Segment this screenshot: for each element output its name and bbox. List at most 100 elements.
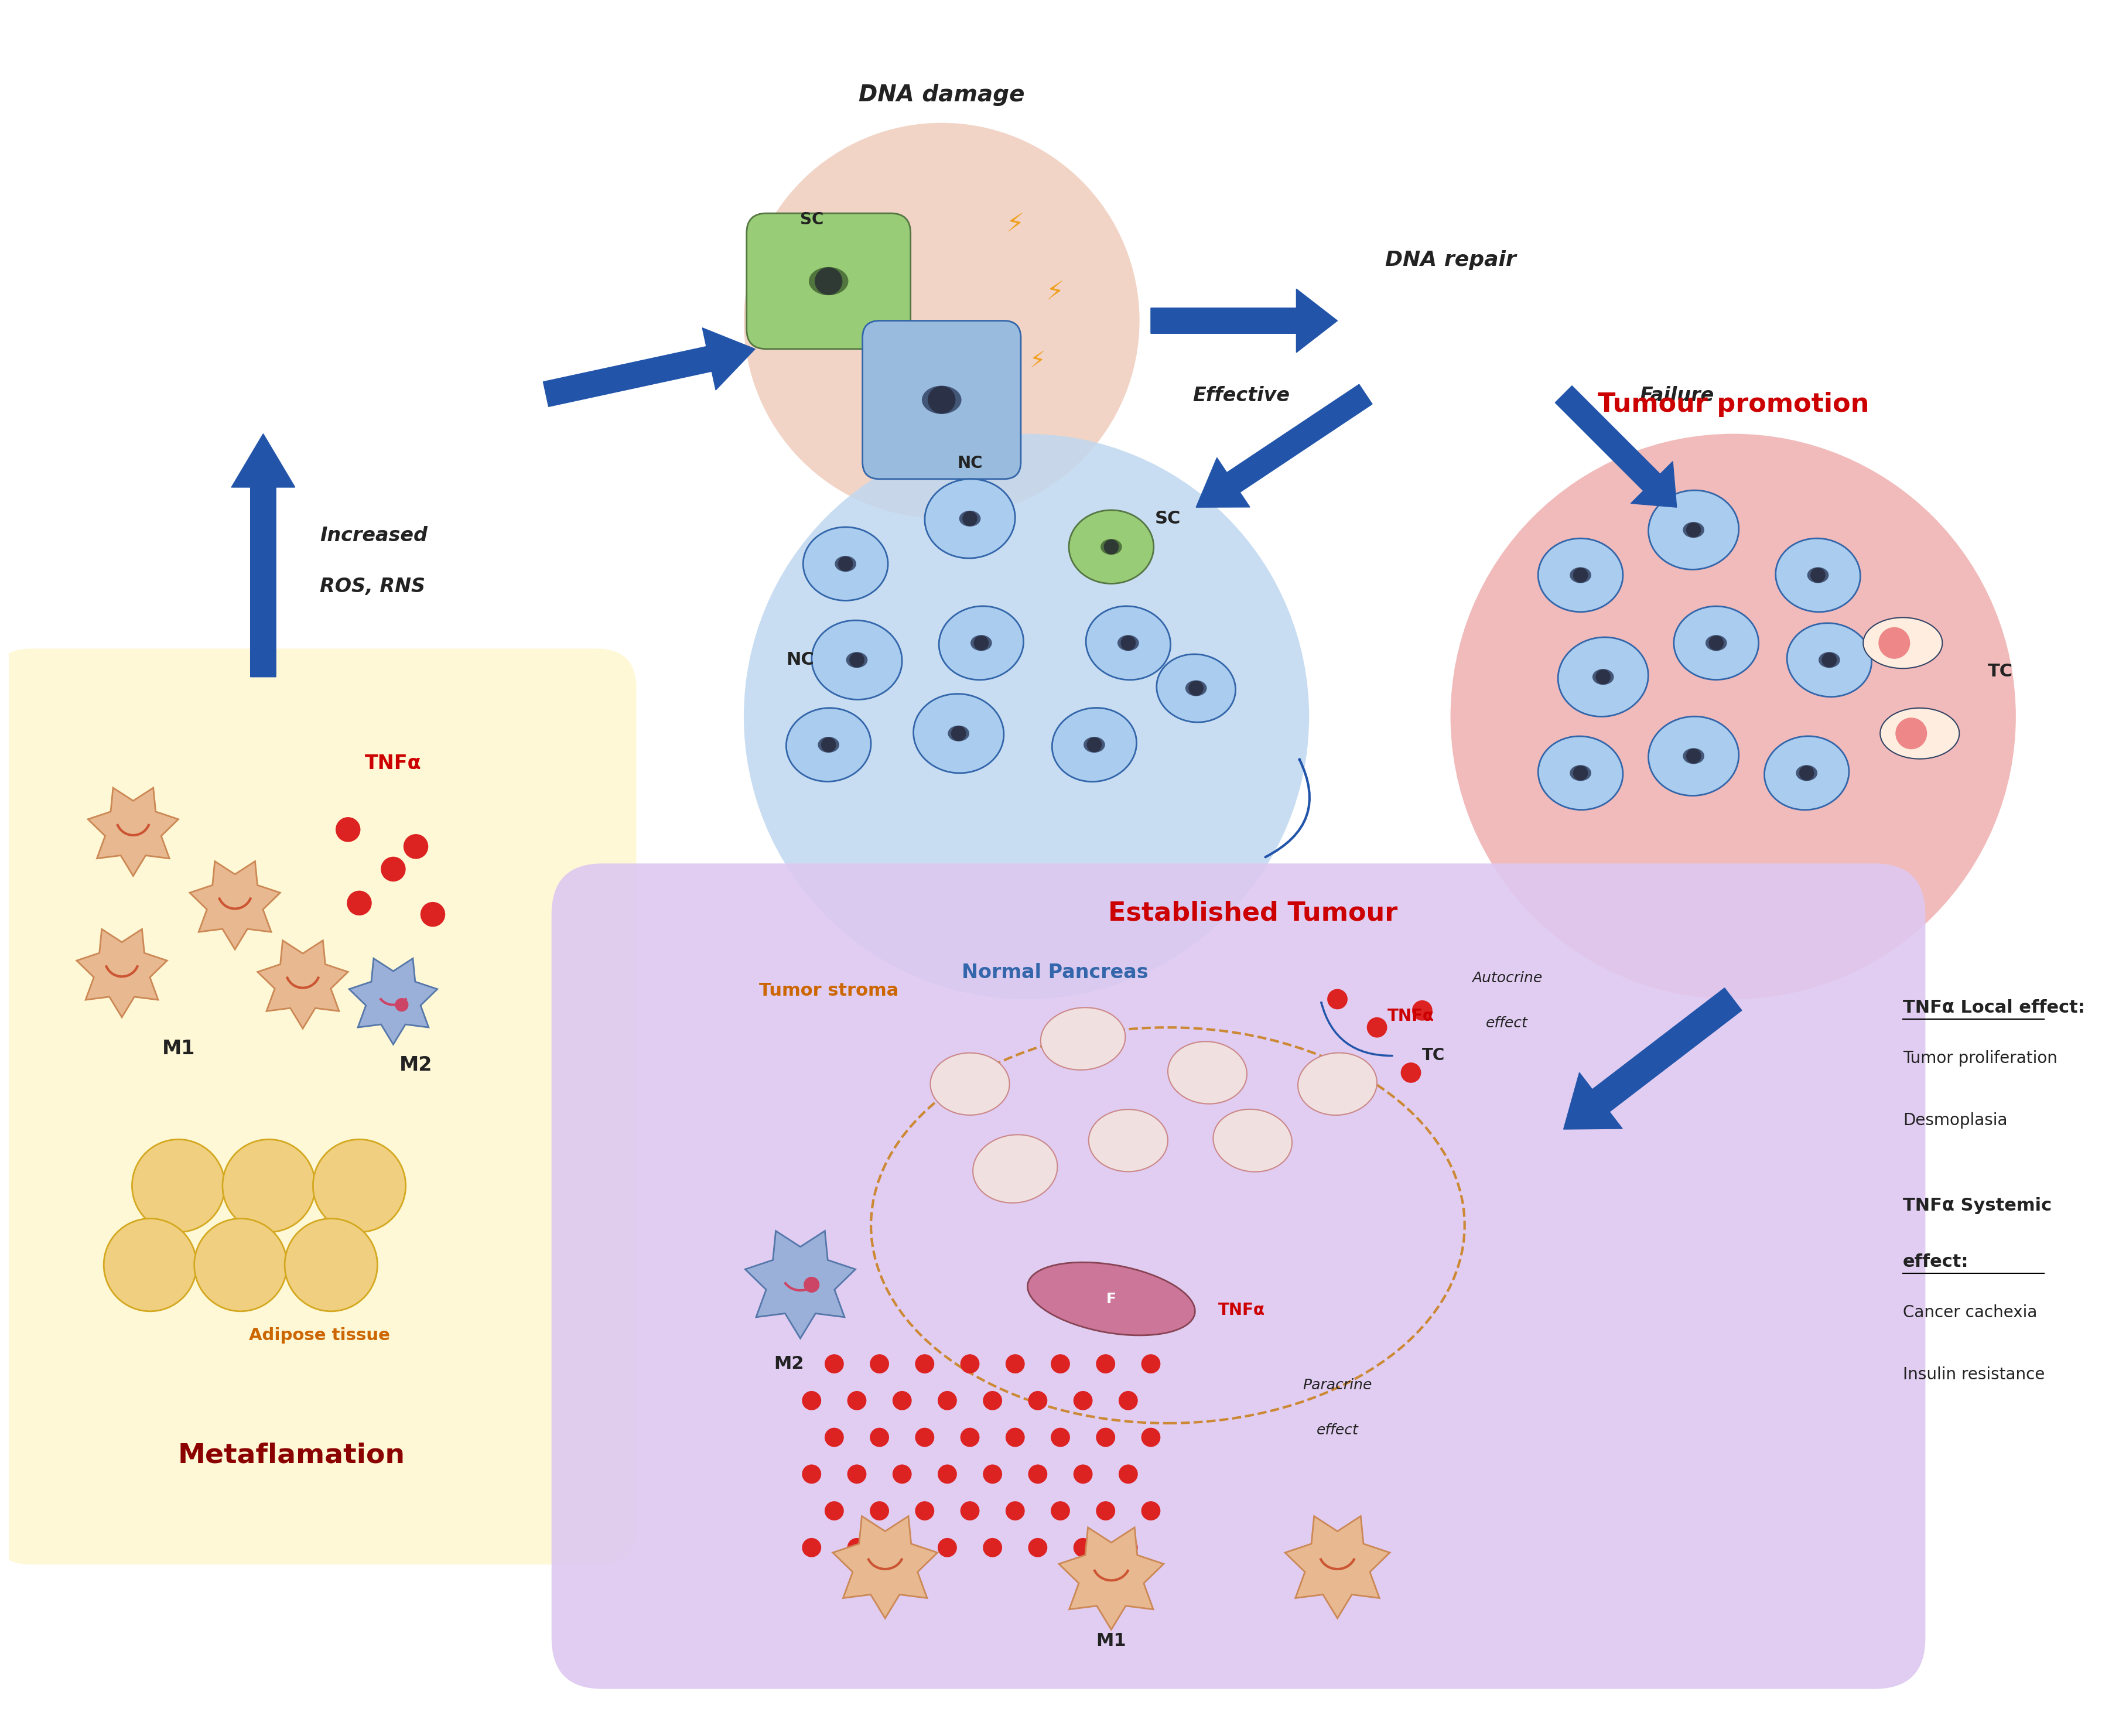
Ellipse shape	[1538, 736, 1623, 809]
FancyBboxPatch shape	[551, 863, 1926, 1689]
Circle shape	[928, 385, 956, 413]
FancyBboxPatch shape	[746, 214, 911, 349]
Circle shape	[1051, 1502, 1070, 1521]
Text: effect: effect	[1316, 1424, 1358, 1437]
Polygon shape	[191, 861, 280, 950]
Circle shape	[394, 998, 409, 1012]
Circle shape	[1894, 717, 1926, 750]
FancyBboxPatch shape	[862, 321, 1021, 479]
Circle shape	[939, 1538, 958, 1557]
Circle shape	[1189, 681, 1204, 696]
Ellipse shape	[1085, 606, 1170, 681]
Text: Tumor proliferation: Tumor proliferation	[1903, 1050, 2058, 1066]
Circle shape	[1687, 523, 1702, 538]
FancyArrow shape	[1151, 288, 1337, 352]
Circle shape	[824, 1502, 843, 1521]
Polygon shape	[1060, 1528, 1163, 1630]
Circle shape	[1687, 748, 1702, 764]
Polygon shape	[350, 958, 437, 1045]
Circle shape	[348, 891, 371, 915]
Ellipse shape	[1765, 736, 1850, 811]
Circle shape	[848, 1538, 867, 1557]
Circle shape	[1142, 1502, 1161, 1521]
Polygon shape	[746, 1231, 856, 1338]
Ellipse shape	[922, 385, 962, 413]
Circle shape	[801, 1538, 822, 1557]
Text: M2: M2	[773, 1356, 803, 1373]
Polygon shape	[833, 1516, 937, 1618]
Ellipse shape	[1028, 1262, 1195, 1335]
Ellipse shape	[1557, 637, 1649, 717]
Circle shape	[381, 856, 405, 882]
Circle shape	[951, 726, 966, 741]
Circle shape	[869, 1502, 890, 1521]
Text: Metaflamation: Metaflamation	[178, 1443, 405, 1469]
Circle shape	[814, 267, 843, 295]
Polygon shape	[89, 788, 178, 877]
Text: F: F	[1106, 1292, 1117, 1305]
Ellipse shape	[1185, 681, 1208, 696]
Ellipse shape	[1786, 623, 1871, 696]
Circle shape	[848, 1391, 867, 1410]
Circle shape	[131, 1139, 225, 1233]
Ellipse shape	[786, 708, 871, 781]
Circle shape	[1028, 1391, 1047, 1410]
Circle shape	[284, 1219, 377, 1311]
Polygon shape	[1284, 1516, 1390, 1618]
Circle shape	[1028, 1538, 1047, 1557]
Circle shape	[820, 738, 837, 752]
Ellipse shape	[947, 726, 968, 741]
Text: TC: TC	[1422, 1047, 1445, 1064]
Ellipse shape	[803, 528, 888, 601]
Circle shape	[869, 1427, 890, 1446]
Text: Established Tumour: Established Tumour	[1108, 901, 1396, 925]
Circle shape	[1121, 635, 1136, 651]
Circle shape	[195, 1219, 286, 1311]
Circle shape	[104, 1219, 197, 1311]
Circle shape	[222, 1139, 316, 1233]
Ellipse shape	[924, 479, 1015, 559]
Circle shape	[1572, 766, 1587, 781]
Circle shape	[1028, 1465, 1047, 1484]
Ellipse shape	[1591, 668, 1615, 684]
Circle shape	[1119, 1538, 1138, 1557]
Ellipse shape	[1649, 717, 1740, 795]
Circle shape	[939, 1465, 958, 1484]
Ellipse shape	[1880, 708, 1960, 759]
Text: M1: M1	[161, 1038, 195, 1057]
Ellipse shape	[809, 267, 848, 295]
Circle shape	[1119, 1465, 1138, 1484]
Circle shape	[314, 1139, 405, 1233]
Circle shape	[1007, 1502, 1026, 1521]
Circle shape	[1096, 1427, 1115, 1446]
Ellipse shape	[1808, 568, 1829, 583]
Circle shape	[983, 1538, 1002, 1557]
FancyArrow shape	[1564, 988, 1742, 1128]
Ellipse shape	[835, 556, 856, 571]
Text: TNFα Local effect:: TNFα Local effect:	[1903, 1000, 2085, 1016]
Text: Paracrine: Paracrine	[1303, 1378, 1373, 1392]
Text: ROS, RNS: ROS, RNS	[320, 576, 426, 595]
Circle shape	[801, 1391, 822, 1410]
Circle shape	[1142, 1427, 1161, 1446]
Ellipse shape	[818, 736, 839, 753]
Text: Normal Pancreas: Normal Pancreas	[962, 963, 1148, 983]
Circle shape	[1007, 1427, 1026, 1446]
Circle shape	[335, 818, 360, 842]
Circle shape	[960, 1354, 979, 1373]
Circle shape	[892, 1391, 911, 1410]
Circle shape	[848, 1465, 867, 1484]
Circle shape	[837, 556, 854, 571]
Circle shape	[1074, 1465, 1093, 1484]
Ellipse shape	[1776, 538, 1860, 611]
Ellipse shape	[1818, 653, 1839, 668]
Text: Tumour promotion: Tumour promotion	[1598, 392, 1869, 417]
Ellipse shape	[1797, 766, 1818, 781]
Ellipse shape	[1214, 1109, 1293, 1172]
Circle shape	[1326, 990, 1348, 1009]
Ellipse shape	[1570, 568, 1591, 583]
Circle shape	[983, 1465, 1002, 1484]
Circle shape	[975, 635, 990, 651]
Ellipse shape	[973, 1135, 1057, 1203]
Ellipse shape	[1100, 538, 1121, 556]
